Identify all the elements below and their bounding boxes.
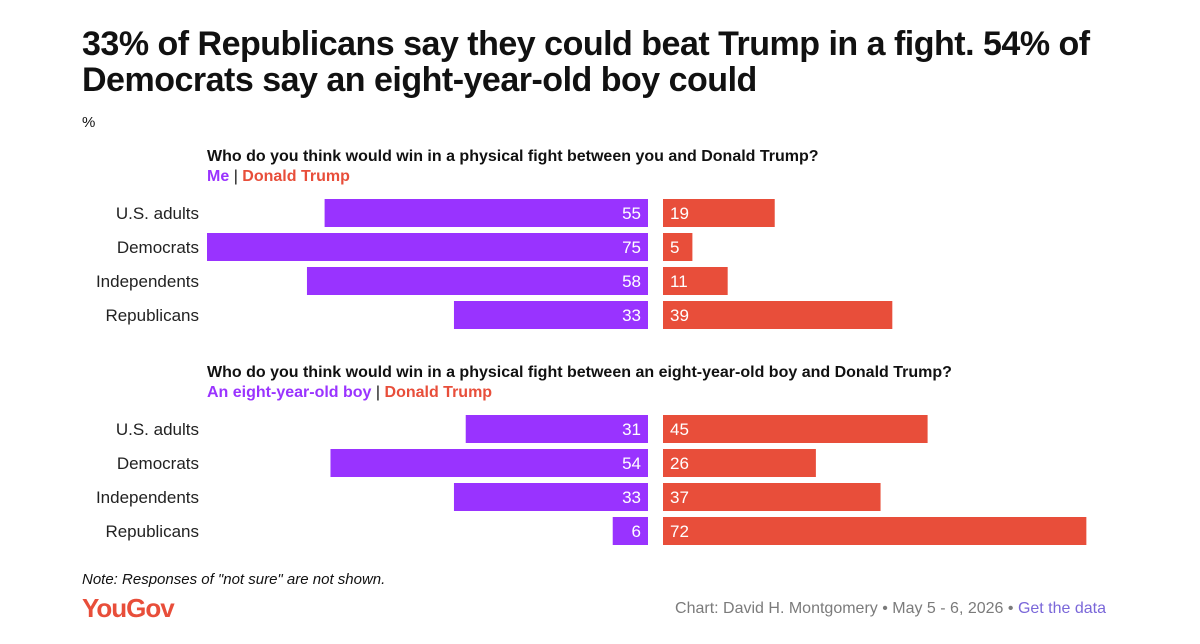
chart-title: 33% of Republicans say they could beat T… [82, 25, 1090, 99]
data-label: 5 [670, 238, 679, 257]
data-label: 37 [670, 488, 689, 507]
panel-2-question: Who do you think would win in a physical… [207, 364, 952, 381]
category-label: U.S. adults [116, 204, 199, 223]
chart-credit: Chart: David H. Montgomery • May 5 - 6, … [675, 600, 1106, 618]
legend-series-1: An eight-year-old boy [207, 384, 372, 401]
bar-donald-trump [663, 449, 816, 477]
legend-separator: | [375, 384, 381, 401]
bar-an-eight-year-old-boy [465, 415, 648, 443]
data-label: 33 [622, 488, 641, 507]
category-label: Democrats [117, 454, 199, 473]
legend-separator: | [233, 168, 238, 185]
category-label: Republicans [105, 306, 199, 325]
data-label: 75 [622, 238, 641, 257]
data-label: 54 [622, 454, 641, 473]
bar-me [306, 267, 648, 295]
bar-donald-trump [663, 415, 928, 443]
bar-me [207, 233, 648, 261]
unit-label: % [82, 114, 96, 131]
bar-an-eight-year-old-boy [330, 449, 648, 477]
bar-donald-trump [663, 517, 1087, 545]
bar-an-eight-year-old-boy [453, 483, 648, 511]
panel-1-question: Who do you think would win in a physical… [207, 148, 819, 165]
category-label: U.S. adults [116, 420, 199, 439]
legend-series-2: Donald Trump [384, 384, 493, 401]
data-label: 11 [670, 272, 688, 291]
data-label: 72 [670, 522, 689, 541]
category-label: Independents [96, 488, 199, 507]
data-label: 45 [670, 420, 689, 439]
panel-2-legend: An eight-year-old boy | Donald Trump [207, 384, 492, 402]
bar-me [324, 199, 648, 227]
legend-series-2: Donald Trump [242, 168, 350, 185]
data-label: 39 [670, 306, 689, 325]
bar-me [453, 301, 648, 329]
category-label: Independents [96, 272, 199, 291]
data-label: 58 [622, 272, 641, 291]
chart-note: Note: Responses of "not sure" are not sh… [82, 571, 386, 588]
data-label: 31 [622, 420, 641, 439]
yougov-logo[interactable]: YouGov [82, 593, 175, 623]
data-label: 26 [670, 454, 689, 473]
bar-donald-trump [663, 483, 881, 511]
data-label: 6 [632, 522, 641, 541]
panel-2-chart: U.S. adults 31 45 Democrats 54 26 Independents… [96, 415, 1087, 545]
data-label: 33 [622, 306, 641, 325]
bar-donald-trump [663, 267, 728, 295]
panel-1-chart: U.S. adults 55 19 Democrats 75 5 Independents 5… [96, 199, 893, 329]
bar-donald-trump [663, 233, 693, 261]
category-label: Democrats [117, 238, 199, 257]
panel-1-legend: Me | Donald Trump [207, 168, 350, 186]
data-label: 55 [622, 204, 641, 223]
legend-series-1: Me [207, 168, 230, 185]
bar-donald-trump [663, 199, 775, 227]
bar-donald-trump [663, 301, 893, 329]
credit-text: Chart: David H. Montgomery • May 5 - 6, … [675, 600, 1014, 617]
bar-an-eight-year-old-boy [612, 517, 648, 545]
get-the-data-link[interactable]: Get the data [1017, 600, 1106, 617]
data-label: 19 [670, 204, 689, 223]
category-label: Republicans [105, 522, 199, 541]
